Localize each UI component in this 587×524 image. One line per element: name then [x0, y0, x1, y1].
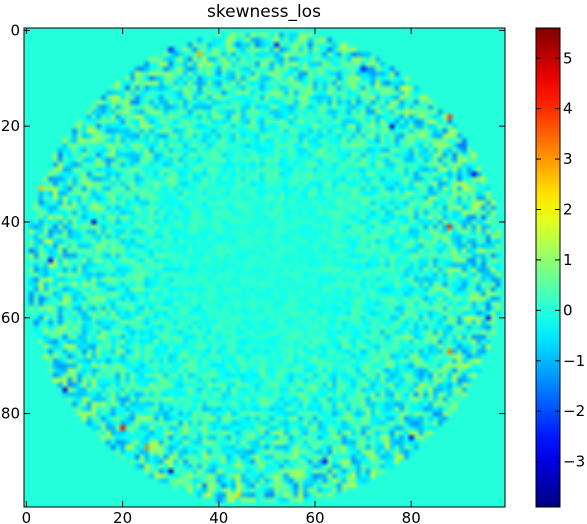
colorbar-tick-label: 2: [563, 201, 573, 219]
x-tick-label: 20: [113, 509, 132, 524]
x-tick-label: 60: [305, 509, 324, 524]
colorbar-tick-label: 1: [563, 251, 573, 269]
colorbar-tick-label: 0: [563, 301, 573, 319]
y-tick-label: 60: [1, 309, 20, 327]
y-tick-label: 40: [1, 213, 20, 231]
y-tick-label: 80: [1, 405, 20, 423]
colorbar-tick-label: −1: [563, 352, 585, 370]
x-tick-label: 40: [209, 509, 228, 524]
chart-title: skewness_los: [207, 2, 321, 22]
colorbar-tick-label: −3: [563, 453, 585, 471]
colorbar-tick-label: 5: [563, 49, 573, 67]
x-axis: 0 20 40 60 80: [22, 28, 421, 524]
colorbar-tick-label: −2: [563, 402, 585, 420]
colorbar-tick-label: 4: [563, 100, 573, 118]
heatmap-cells: [24, 28, 505, 507]
y-axis: 0 20 40 60 80: [1, 21, 505, 423]
y-tick-label: 20: [1, 117, 20, 135]
x-tick-label: 80: [402, 509, 421, 524]
heatmap-image: [24, 28, 505, 507]
colorbar-tick-label: 3: [563, 150, 573, 168]
colorbar-axis: −3 −2 −1 0 1 2 3 4 5: [536, 49, 585, 471]
colorbar: [535, 27, 561, 508]
plot-frame: [23, 27, 506, 508]
y-tick-label: 0: [10, 21, 20, 39]
x-tick-label: 0: [22, 509, 32, 524]
